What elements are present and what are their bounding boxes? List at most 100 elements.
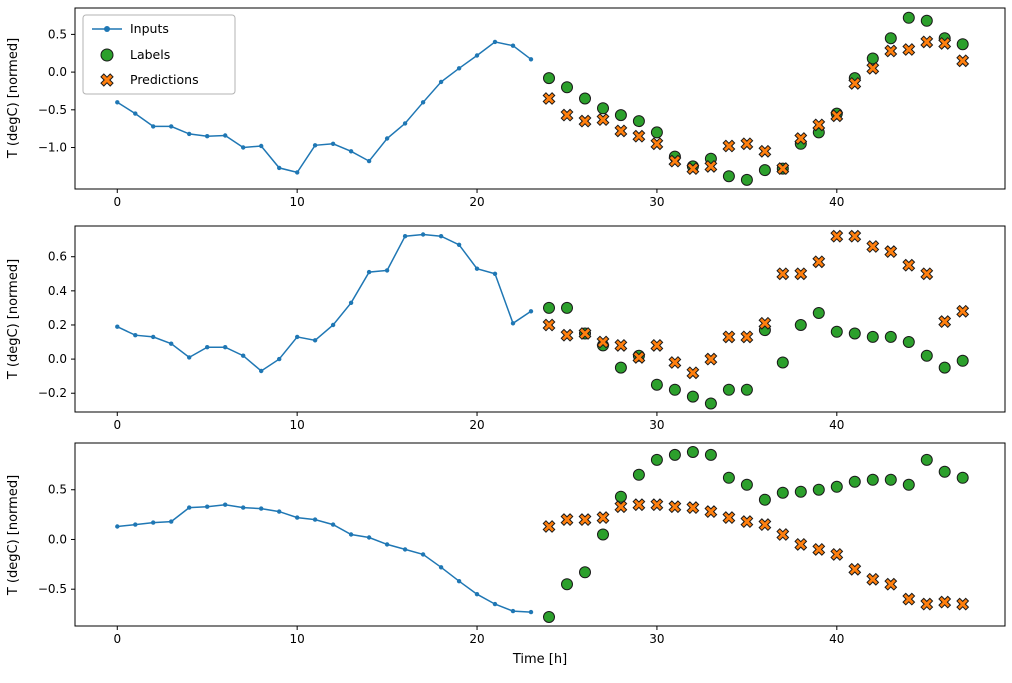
inputs-point xyxy=(312,143,318,148)
predictions-point xyxy=(956,54,970,68)
labels-point xyxy=(650,453,663,466)
inputs-point xyxy=(259,368,264,374)
inputs-point xyxy=(133,111,138,116)
labels-point xyxy=(794,319,807,331)
labels-point xyxy=(650,126,663,139)
inputs-point xyxy=(348,300,354,305)
labels-point xyxy=(561,578,573,591)
labels-point xyxy=(956,354,969,367)
labels-point xyxy=(668,383,681,396)
inputs-point xyxy=(223,345,228,350)
inputs-point xyxy=(169,124,174,129)
y-tick-label: 0.6 xyxy=(48,250,67,264)
inputs-point xyxy=(510,608,516,614)
labels-point xyxy=(866,52,879,65)
axes-border xyxy=(74,225,1006,413)
x-tick-label: 0 xyxy=(113,418,121,432)
predictions-point xyxy=(938,595,952,609)
inputs-point xyxy=(151,334,156,340)
labels-point xyxy=(830,325,843,338)
predictions-point xyxy=(956,304,970,318)
subplot-2: 0 10 20 30 40 0.6 0.4 0.2 0.0 −0.2 xyxy=(38,225,1006,432)
y-tick-label: 0.0 xyxy=(48,532,67,546)
predictions-point xyxy=(632,350,646,364)
inputs-point xyxy=(492,271,498,276)
inputs-point xyxy=(402,121,408,126)
x-tick-label: 30 xyxy=(649,195,664,209)
predictions-point xyxy=(722,511,736,525)
predictions-point xyxy=(668,356,682,369)
inputs-point xyxy=(330,322,336,328)
predictions-point xyxy=(686,162,700,176)
legend: Inputs Labels Predictions xyxy=(82,14,236,95)
predictions-point xyxy=(830,109,844,123)
predictions-point xyxy=(938,315,952,329)
inputs-point xyxy=(420,100,426,105)
labels-point xyxy=(866,473,879,486)
legend-item-inputs: Inputs xyxy=(92,21,169,36)
inputs-point xyxy=(277,165,282,171)
x-tick-label: 30 xyxy=(649,418,664,432)
predictions-point xyxy=(722,139,736,153)
predictions-point xyxy=(542,520,556,533)
labels-point xyxy=(614,490,627,503)
predictions-point xyxy=(884,44,898,58)
inputs-point xyxy=(402,547,408,552)
predictions-point xyxy=(920,597,934,611)
predictions-point xyxy=(578,327,592,340)
labels-point xyxy=(920,349,933,362)
labels-point xyxy=(884,32,897,45)
predictions-point xyxy=(902,43,916,56)
y-tick-label: −0.2 xyxy=(38,386,67,400)
subplot-3: 0 10 20 30 40 0.5 0.0 −0.5 xyxy=(38,442,1006,646)
subplot-1: 0 10 20 30 40 0.5 0.0 −0.5 −1.0 xyxy=(38,7,1006,209)
inputs-point xyxy=(384,136,390,141)
predictions-point xyxy=(884,577,898,591)
labels-point xyxy=(812,307,825,319)
x-tick-label: 0 xyxy=(113,195,121,209)
ylabel-subplot-2: T (degC) [normed] xyxy=(6,259,21,380)
y-tick-label: 0.5 xyxy=(48,27,67,41)
predictions-point xyxy=(614,500,628,514)
inputs-point xyxy=(366,158,372,164)
inputs-point xyxy=(330,522,336,527)
labels-point xyxy=(686,390,699,403)
x-tick-label: 20 xyxy=(469,418,484,432)
labels-point xyxy=(579,566,591,579)
predictions-point xyxy=(542,318,556,332)
predictions-point xyxy=(668,154,682,168)
inputs-point xyxy=(348,532,354,537)
inputs-point xyxy=(205,345,210,350)
inputs-point xyxy=(384,542,390,547)
inputs-point xyxy=(295,170,300,175)
predictions-point xyxy=(704,352,718,366)
labels-point xyxy=(902,478,915,491)
legend-frame xyxy=(82,14,236,95)
labels-point xyxy=(776,356,789,369)
labels-point xyxy=(740,383,753,396)
predictions-point xyxy=(830,547,844,561)
inputs-point xyxy=(277,356,282,362)
ylabel-subplot-3: T (degC) [normed] xyxy=(6,475,21,596)
labels-point xyxy=(668,448,681,461)
labels-point xyxy=(776,486,789,499)
inputs-point xyxy=(259,506,264,511)
inputs-point xyxy=(187,355,192,360)
predictions-point xyxy=(794,267,808,281)
inputs-point xyxy=(151,520,156,525)
predictions-point xyxy=(866,61,880,75)
x-tick-label: 40 xyxy=(829,195,844,209)
inputs-line xyxy=(117,503,532,613)
labels-point xyxy=(794,485,807,498)
inputs-point xyxy=(151,124,156,129)
legend-item-labels: Labels xyxy=(100,47,170,62)
inputs-point xyxy=(510,43,516,48)
labels-point xyxy=(938,465,951,478)
labels-point xyxy=(938,361,951,374)
predictions-point xyxy=(758,518,772,532)
predictions-point xyxy=(740,330,754,344)
predictions-point xyxy=(776,267,790,281)
labels-point xyxy=(758,164,771,177)
inputs-point xyxy=(241,145,246,150)
inputs-point xyxy=(438,234,444,239)
